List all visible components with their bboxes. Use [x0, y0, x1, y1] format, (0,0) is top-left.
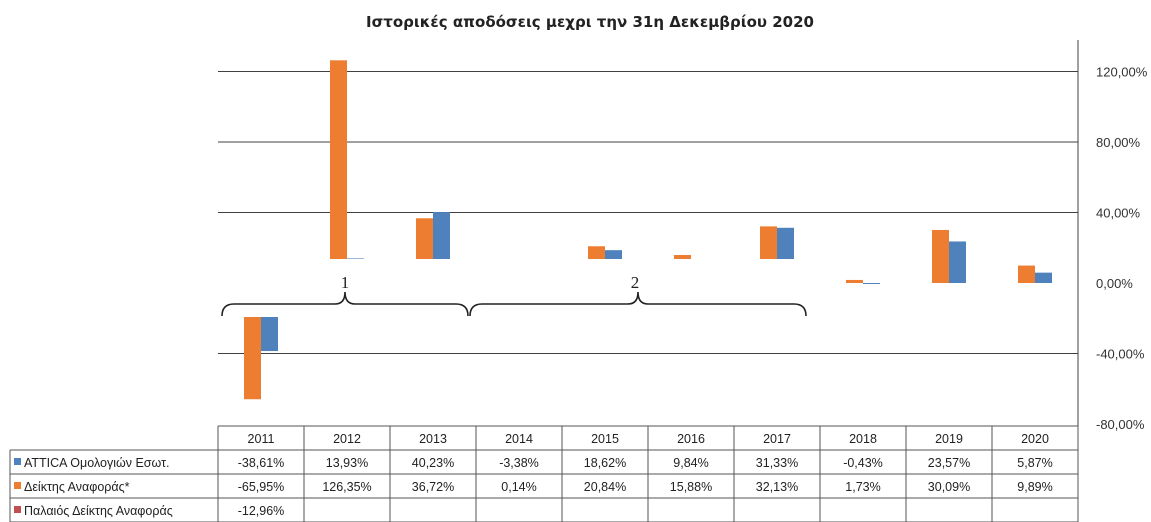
table-cell: 15,88%	[670, 480, 712, 494]
table-cell: 5,87%	[1017, 456, 1052, 470]
legend-swatch-reference	[14, 482, 21, 489]
chart-title: Ιστορικές αποδόσεις μεχρι την 31η Δεκεμβ…	[366, 13, 814, 31]
table-year: 2013	[419, 432, 447, 446]
bar-reference-2019	[932, 229, 949, 283]
table-cell: -65,95%	[238, 480, 285, 494]
table-cell: 31,33%	[756, 456, 798, 470]
table-year: 2012	[333, 432, 361, 446]
table-cell: 13,93%	[326, 456, 368, 470]
brace-2	[469, 291, 807, 317]
table-cell: -0,43%	[843, 456, 883, 470]
legend-swatch-attica	[14, 458, 21, 465]
table-year: 2018	[849, 432, 877, 446]
bar-attica-2020	[1035, 272, 1052, 283]
table-year: 2016	[677, 432, 705, 446]
bar-attica-2018	[863, 283, 880, 284]
table-year: 2017	[763, 432, 791, 446]
overlay-band	[218, 259, 808, 317]
y-tick-label: 80,00%	[1096, 135, 1141, 150]
table-cell: 1,73%	[845, 480, 880, 494]
table-cell: -3,38%	[499, 456, 539, 470]
table-cell: 0,14%	[501, 480, 536, 494]
table-cell: 9,84%	[673, 456, 708, 470]
legend-label: Παλαιός Δείκτης Αναφοράς	[24, 504, 173, 518]
legend-label: Δείκτης Αναφοράς*	[24, 480, 130, 494]
table-cell: 9,89%	[1017, 480, 1052, 494]
bar-reference-2012	[330, 60, 347, 284]
bar-reference-2020	[1018, 265, 1035, 283]
y-tick-label: -40,00%	[1096, 347, 1145, 362]
brace-label-2: 2	[631, 273, 640, 292]
table-cell: -38,61%	[238, 456, 285, 470]
y-tick-label: 120,00%	[1096, 65, 1148, 80]
y-tick-label: 0,00%	[1096, 276, 1133, 291]
table-cell: 126,35%	[322, 480, 371, 494]
table-cell: 18,62%	[584, 456, 626, 470]
legend-swatch-old_reference	[14, 506, 21, 513]
table-cell: 40,23%	[412, 456, 454, 470]
table-year: 2020	[1021, 432, 1049, 446]
table-cell: 30,09%	[928, 480, 970, 494]
bar-attica-2019	[949, 241, 966, 283]
table-cell: 20,84%	[584, 480, 626, 494]
table-cell: -12,96%	[238, 504, 285, 518]
brace-1	[221, 291, 469, 317]
table-year: 2011	[248, 432, 275, 446]
table-year: 2015	[591, 432, 619, 446]
y-tick-label: -80,00%	[1096, 417, 1145, 432]
table-year: 2014	[505, 432, 533, 446]
table-cell: 36,72%	[412, 480, 454, 494]
brace-label-1: 1	[341, 273, 350, 292]
y-tick-label: 40,00%	[1096, 206, 1141, 221]
table-cell: 23,57%	[928, 456, 970, 470]
table-cell: 32,13%	[756, 480, 798, 494]
table-year: 2019	[935, 432, 963, 446]
legend-label: ATTICA Ομολογιών Εσωτ.	[24, 456, 170, 470]
bar-reference-2018	[846, 279, 863, 283]
